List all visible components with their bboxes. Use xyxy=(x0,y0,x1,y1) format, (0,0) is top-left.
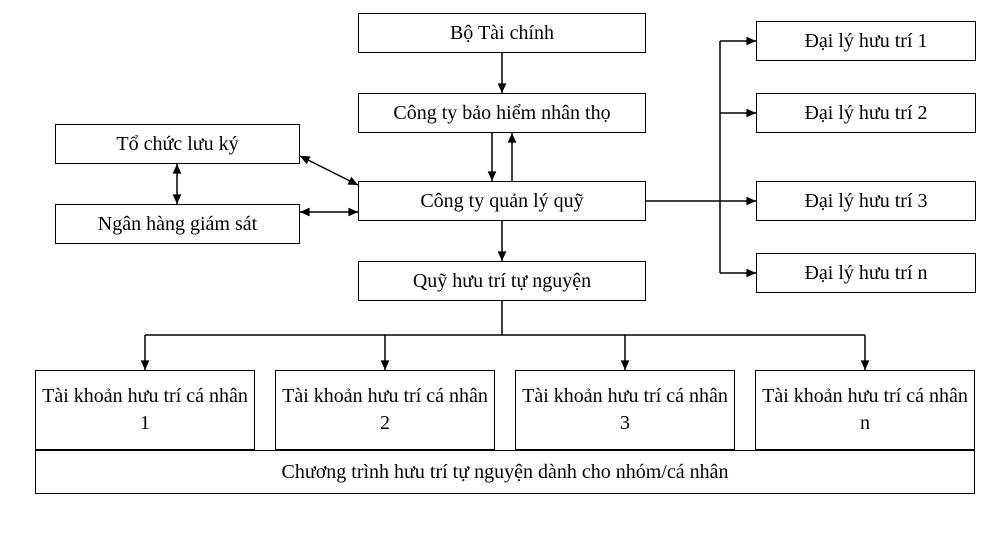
arrow-head xyxy=(746,197,756,206)
arrow-head xyxy=(300,208,310,217)
arrow-head xyxy=(498,251,507,261)
edge-luuky-to-qlq xyxy=(300,156,358,185)
arrow-head xyxy=(488,171,497,181)
node-tk-1: Tài khoản hưu trí cá nhân 1 xyxy=(35,370,255,450)
arrow-head xyxy=(508,133,517,143)
arrow-head xyxy=(300,156,311,164)
arrow-head xyxy=(621,360,630,370)
node-bo-tai-chinh: Bộ Tài chính xyxy=(358,13,646,53)
node-chuong-trinh: Chương trình hưu trí tự nguyện dành cho … xyxy=(35,450,975,494)
node-ngan-hang-gs: Ngân hàng giám sát xyxy=(55,204,300,244)
node-dai-ly-2: Đại lý hưu trí 2 xyxy=(756,93,976,133)
node-tk-2: Tài khoản hưu trí cá nhân 2 xyxy=(275,370,495,450)
node-cong-ty-bhnt: Công ty bảo hiểm nhân thọ xyxy=(358,93,646,133)
arrow-head xyxy=(746,37,756,46)
node-dai-ly-1: Đại lý hưu trí 1 xyxy=(756,21,976,61)
arrow-head xyxy=(141,360,150,370)
node-to-chuc-luu-ky: Tổ chức lưu ký xyxy=(55,124,300,164)
arrow-head xyxy=(861,360,870,370)
arrow-head xyxy=(348,208,358,217)
node-tk-3: Tài khoản hưu trí cá nhân 3 xyxy=(515,370,735,450)
diagram-stage: Bộ Tài chính Công ty bảo hiểm nhân thọ Côn… xyxy=(0,0,1004,555)
node-quy-huu-tri: Quỹ hưu trí tự nguyện xyxy=(358,261,646,301)
arrow-head xyxy=(173,164,182,174)
arrow-head xyxy=(381,360,390,370)
node-dai-ly-3: Đại lý hưu trí 3 xyxy=(756,181,976,221)
node-tk-n: Tài khoản hưu trí cá nhân n xyxy=(755,370,975,450)
arrow-head xyxy=(746,269,756,278)
arrow-head xyxy=(498,83,507,93)
arrow-head xyxy=(746,109,756,118)
node-cong-ty-qlq: Công ty quản lý quỹ xyxy=(358,181,646,221)
arrow-head xyxy=(173,194,182,204)
node-dai-ly-n: Đại lý hưu trí n xyxy=(756,253,976,293)
arrow-head xyxy=(347,177,358,185)
